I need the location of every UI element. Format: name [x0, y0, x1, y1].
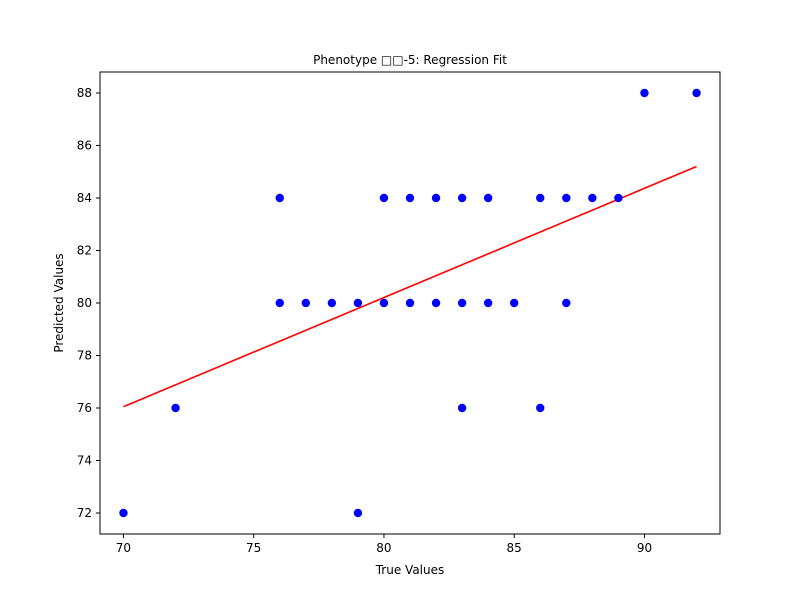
scatter-point	[562, 193, 571, 203]
x-tick-label: 90	[637, 541, 652, 555]
scatter-point	[614, 193, 623, 203]
x-axis-ticks: 70 75 80 85 90	[116, 534, 652, 555]
scatter-point	[457, 298, 467, 308]
scatter-points-layer	[119, 88, 701, 518]
scatter-point	[431, 193, 441, 203]
scatter-point	[483, 298, 493, 308]
y-axis-ticks: 72 74 76 78 80 82 84 86 88	[77, 86, 100, 520]
y-tick-label: 74	[77, 454, 92, 468]
scatter-point	[457, 193, 467, 203]
y-tick-label: 84	[77, 191, 92, 205]
scatter-point	[457, 403, 467, 413]
scatter-point	[379, 298, 389, 308]
regression-fit-line	[123, 165, 697, 408]
scatter-point	[431, 298, 441, 308]
scatter-point	[119, 508, 128, 518]
scatter-point	[171, 403, 180, 413]
scatter-point	[510, 298, 519, 308]
x-tick-label: 70	[116, 541, 131, 555]
scatter-point	[640, 88, 649, 98]
y-tick-label: 78	[77, 349, 92, 363]
scatter-point	[353, 508, 363, 518]
scatter-point	[327, 298, 337, 308]
scatter-point	[405, 298, 415, 308]
scatter-point	[353, 298, 363, 308]
scatter-point	[536, 403, 545, 413]
y-tick-label: 82	[77, 244, 92, 258]
fit-line-layer	[123, 165, 697, 408]
x-axis-label: True Values	[375, 563, 445, 577]
scatter-point	[536, 193, 545, 203]
y-tick-label: 88	[77, 86, 92, 100]
y-tick-label: 80	[77, 296, 92, 310]
chart-title: Phenotype □□-5: Regression Fit	[313, 53, 507, 67]
x-tick-label: 80	[376, 541, 391, 555]
x-tick-label: 75	[246, 541, 261, 555]
scatter-point	[562, 298, 571, 308]
y-tick-label: 72	[77, 506, 92, 520]
scatter-point	[483, 193, 493, 203]
scatter-point	[275, 193, 284, 203]
scatter-point	[588, 193, 597, 203]
scatter-point	[405, 193, 415, 203]
scatter-point	[379, 193, 389, 203]
x-tick-label: 85	[507, 541, 522, 555]
scatter-point	[692, 88, 701, 98]
plot-area	[119, 88, 701, 518]
y-tick-label: 86	[77, 139, 92, 153]
y-axis-label: Predicted Values	[52, 253, 66, 352]
scatter-point	[301, 298, 310, 308]
scatter-point	[275, 298, 284, 308]
y-tick-label: 76	[77, 401, 92, 415]
